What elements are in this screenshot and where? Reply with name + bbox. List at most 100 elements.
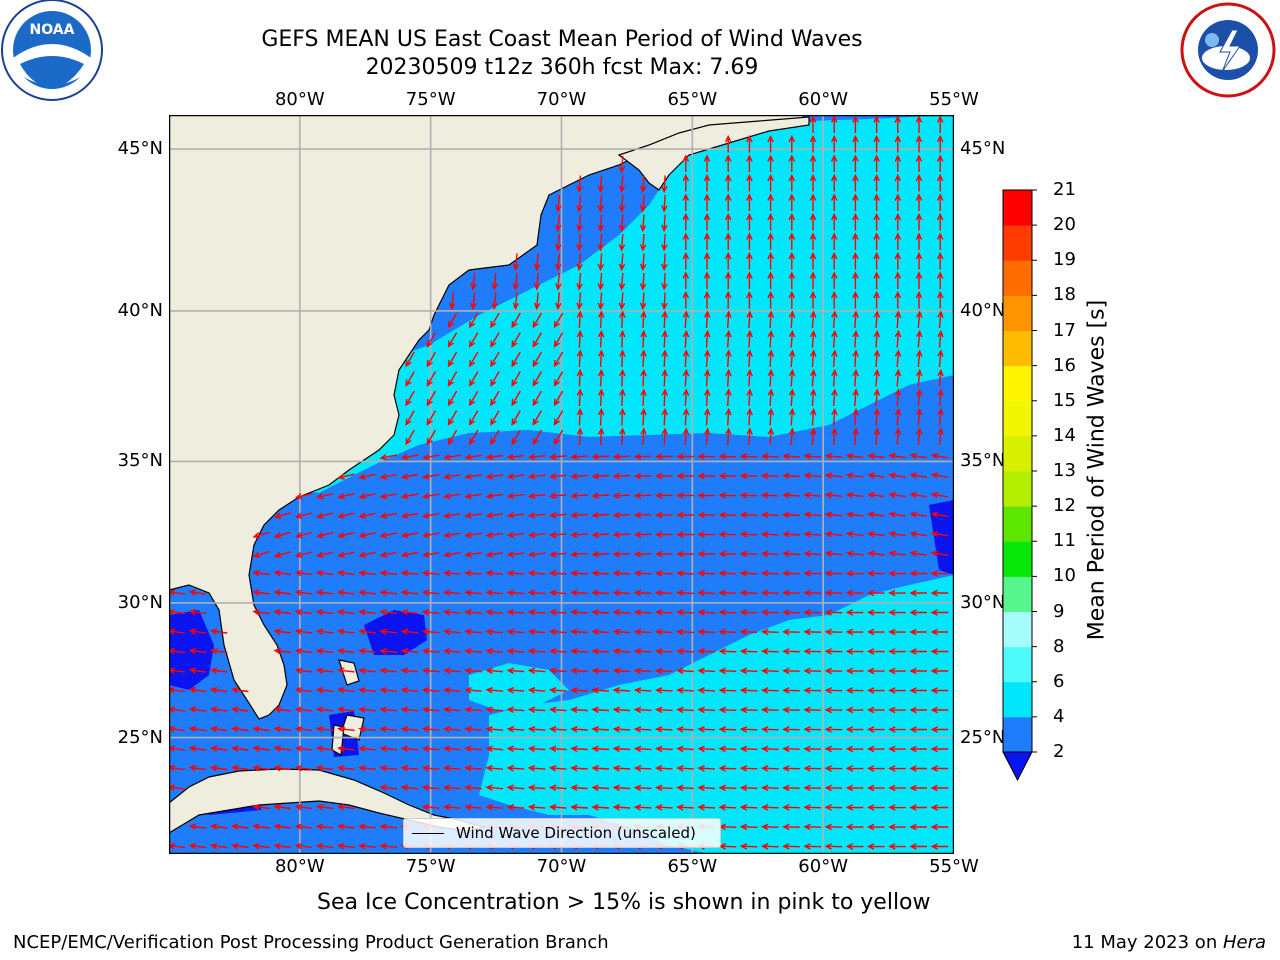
colorbar-tick-label: 9 [1053, 600, 1065, 622]
wind-wave-arrow [915, 388, 923, 407]
wind-wave-arrow [464, 628, 482, 636]
wind-wave-arrow [782, 843, 800, 850]
wind-wave-arrow [760, 784, 779, 792]
wind-wave-arrow [831, 407, 838, 426]
wind-wave-arrow [469, 312, 479, 329]
wind-wave-arrow [400, 531, 419, 539]
wind-wave-arrow [315, 647, 334, 655]
wind-wave-arrow [782, 765, 800, 772]
wind-wave-arrow [591, 492, 610, 499]
wind-wave-arrow [873, 251, 880, 270]
wind-wave-arrow [682, 290, 690, 309]
wind-wave-arrow [909, 843, 927, 850]
wind-wave-arrow [760, 550, 779, 558]
wind-wave-arrow [803, 667, 822, 675]
wind-wave-arrow [676, 765, 694, 772]
wind-wave-arrow [532, 371, 543, 387]
wind-wave-arrow [682, 232, 690, 250]
wind-wave-arrow [873, 310, 881, 329]
wind-wave-arrow [252, 803, 270, 811]
colorbar-tick-label: 6 [1053, 670, 1065, 692]
wind-wave-arrow [336, 803, 355, 811]
wind-wave-arrow [724, 154, 732, 172]
wind-wave-arrow [676, 784, 694, 792]
wind-wave-arrow [788, 271, 796, 289]
bottom-longitude-label: 65°W [667, 856, 718, 877]
wind-wave-arrow [294, 803, 313, 811]
wind-wave-arrow [358, 569, 376, 577]
wind-wave-arrow [527, 473, 546, 480]
wind-wave-arrow [697, 570, 716, 577]
wind-wave-arrow [782, 745, 800, 753]
wind-wave-direction-arrows [169, 115, 949, 850]
wind-wave-arrow [633, 667, 652, 675]
wind-wave-arrow [469, 410, 479, 426]
wind-wave-arrow [724, 232, 732, 250]
wind-wave-arrow [845, 491, 864, 499]
wind-wave-arrow [485, 765, 504, 772]
wind-wave-arrow [294, 628, 313, 635]
wind-wave-arrow [315, 589, 334, 596]
wind-wave-arrow [739, 609, 758, 616]
wind-wave-arrow [294, 589, 313, 596]
wind-wave-arrow [852, 368, 859, 387]
land-nova-scotia [617, 116, 810, 191]
wind-wave-arrow [767, 349, 775, 368]
wind-wave-arrow [824, 843, 843, 850]
wind-wave-arrow [873, 407, 881, 426]
wind-wave-arrow [597, 407, 605, 426]
wind-wave-arrow [724, 290, 732, 309]
wind-wave-arrow [888, 472, 906, 479]
wind-wave-arrow [873, 154, 880, 172]
wind-wave-arrow [576, 175, 583, 194]
wind-wave-arrow [209, 764, 228, 772]
wind-wave-arrow [400, 726, 419, 733]
wind-wave-arrow [909, 491, 928, 499]
wind-wave-arrow [464, 473, 482, 480]
wind-wave-arrow [405, 371, 415, 387]
wind-wave-arrow [506, 589, 525, 597]
wind-wave-arrow [845, 804, 864, 811]
wind-wave-arrow [294, 842, 313, 850]
wind-wave-arrow [845, 530, 864, 538]
wind-wave-arrow [485, 512, 503, 519]
wind-wave-arrow [358, 589, 376, 596]
wind-wave-arrow [315, 764, 334, 772]
wind-wave-arrow [379, 628, 398, 635]
wind-wave-arrow [718, 589, 737, 597]
wind-wave-arrow [619, 310, 626, 329]
wind-wave-arrow [506, 628, 525, 636]
wind-wave-arrow [640, 407, 647, 426]
wind-wave-arrow [358, 512, 376, 519]
wind-wave-arrow [597, 349, 605, 368]
wind-wave-arrow [379, 842, 398, 850]
wind-wave-arrow [852, 193, 859, 211]
colorbar-label: Mean Period of Wind Waves [s] [1084, 299, 1110, 641]
wind-wave-arrow [336, 686, 355, 694]
wind-wave-arrow [767, 290, 774, 309]
wind-wave-arrow [294, 686, 313, 694]
wind-wave-arrow [782, 687, 800, 694]
wind-wave-arrow [252, 551, 270, 558]
wind-wave-arrow [491, 292, 498, 311]
wind-wave-arrow [760, 589, 779, 597]
wind-wave-arrow [788, 251, 796, 270]
wind-wave-arrow [746, 388, 753, 407]
wind-wave-arrow [888, 726, 906, 733]
wind-wave-arrow [527, 706, 546, 714]
wind-wave-arrow [442, 745, 461, 753]
wind-wave-arrow [803, 511, 822, 519]
wind-wave-arrow [400, 453, 419, 461]
wind-wave-arrow [809, 173, 817, 192]
wind-wave-arrow [654, 550, 673, 558]
wind-wave-arrow [591, 648, 610, 655]
wind-wave-arrow [464, 609, 482, 616]
wind-wave-arrow [746, 212, 753, 231]
wind-wave-arrow [469, 429, 479, 446]
wind-wave-arrow [788, 349, 796, 368]
wind-wave-arrow [506, 784, 525, 792]
wind-wave-arrow [612, 570, 631, 577]
wind-wave-arrow [527, 609, 546, 616]
wind-wave-arrow [909, 570, 927, 577]
wind-wave-arrow [824, 823, 843, 831]
